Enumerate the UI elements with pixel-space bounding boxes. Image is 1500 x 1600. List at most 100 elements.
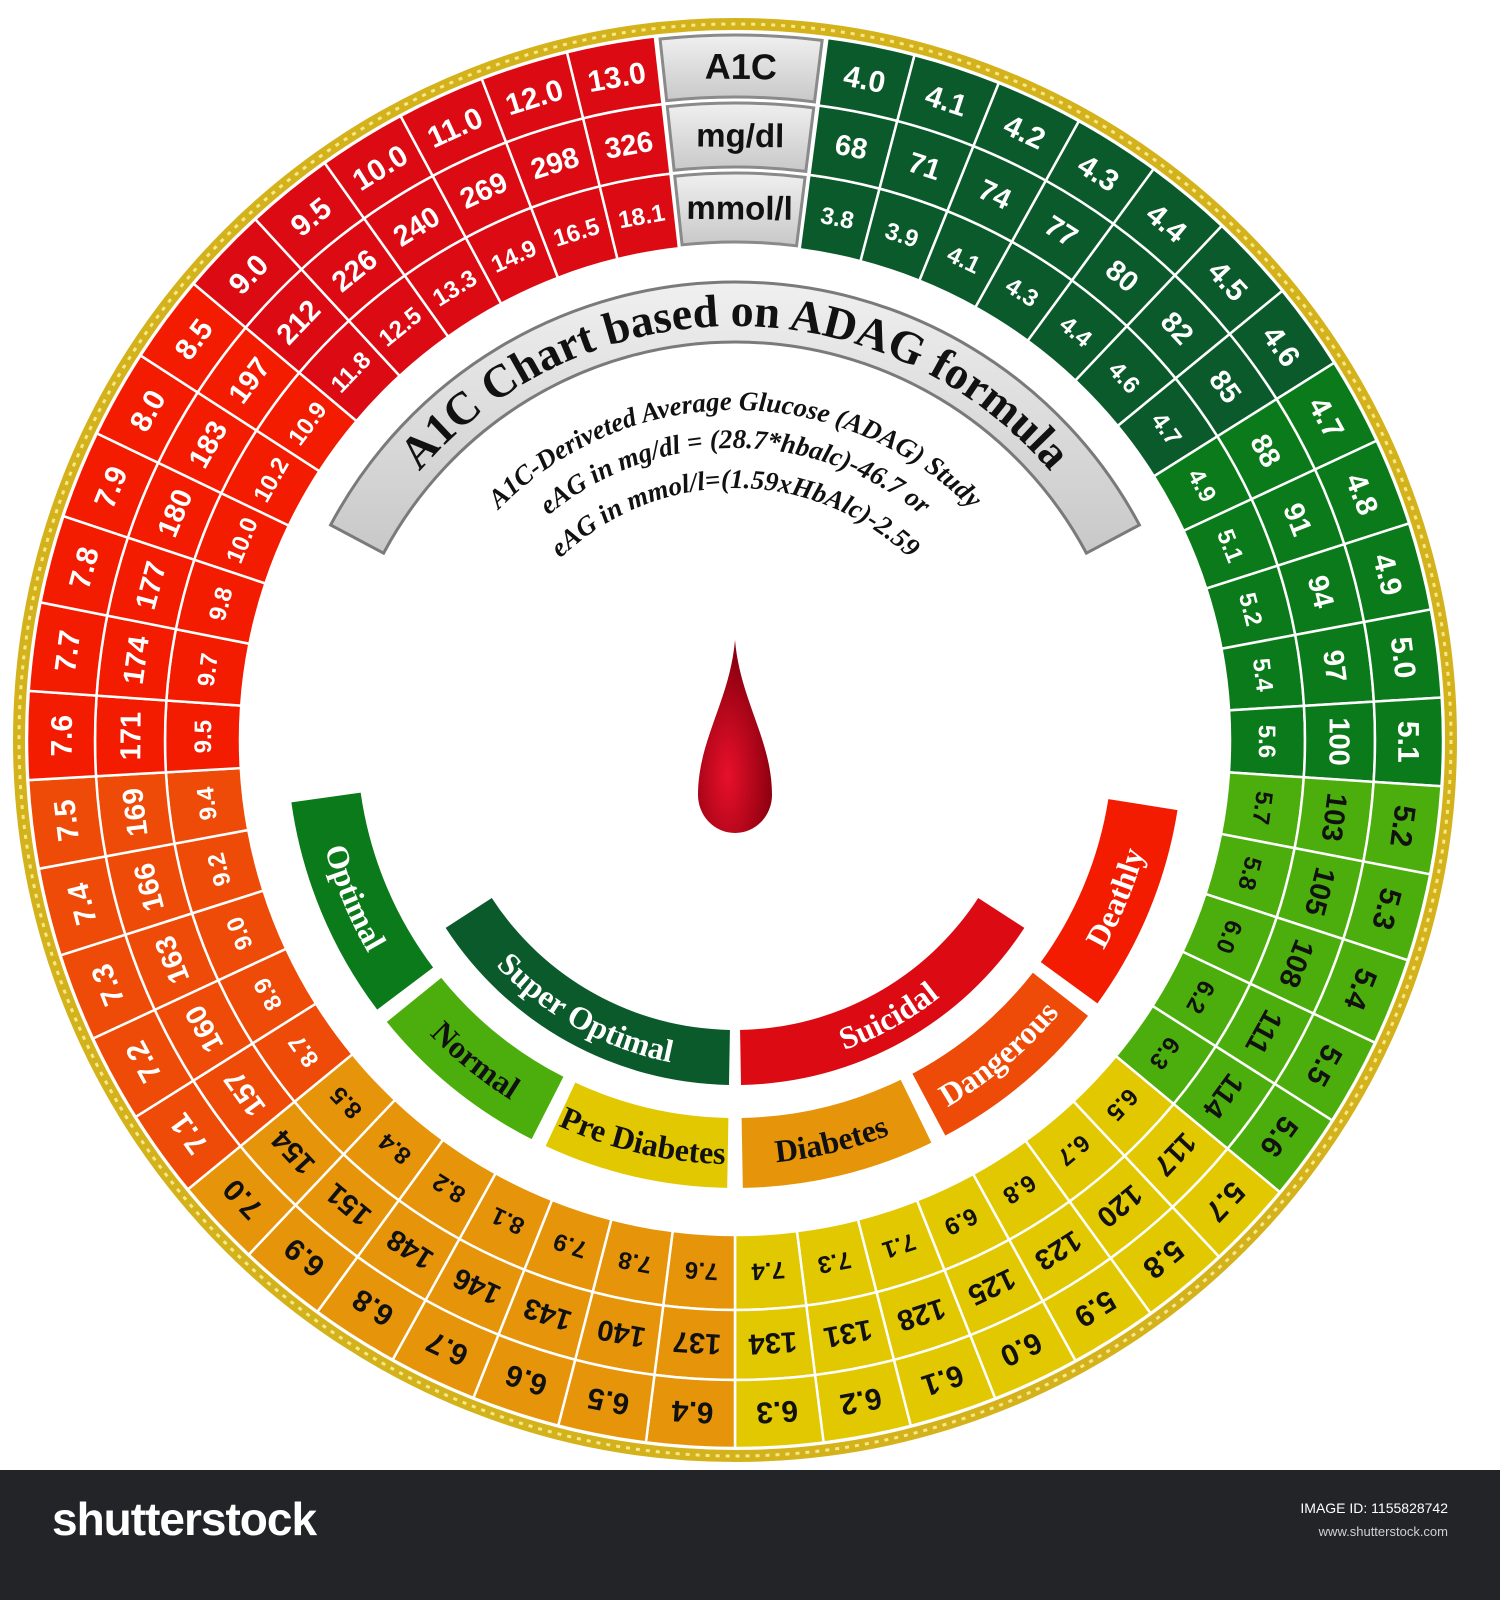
category-band (445, 897, 730, 1085)
value-mmol: 7.6 (684, 1256, 719, 1285)
category-deathly: Deathly (1040, 799, 1178, 1004)
value-mmol: 7.4 (750, 1256, 786, 1285)
header-a1c-box (658, 33, 824, 104)
gold-border-highlight (17, 22, 1453, 1458)
value-a1c: 7.6 (46, 715, 79, 757)
value-a1c: 5.0 (1384, 635, 1422, 680)
header-mmol: mmol/l (686, 189, 793, 227)
value-a1c: 7.5 (48, 798, 86, 843)
cell-column: 5.6 100 5.1 (1227, 696, 1445, 788)
cell-column: 7.4 134 6.3 (733, 1229, 825, 1450)
value-mmol: 5.4 (1247, 657, 1278, 694)
category-optimal: Optimal (291, 792, 434, 1010)
category-diabetes: Diabetes (741, 1079, 932, 1188)
title-area: A1C Chart based on ADAG formulaA1C-Deriv… (327, 280, 1142, 668)
category-suicidal: Suicidal (740, 897, 1025, 1085)
category-band (386, 977, 564, 1140)
value-mgdl: 68 (832, 129, 870, 167)
cell-column: 3.8 68 4.0 (798, 36, 917, 263)
category-band (740, 897, 1025, 1085)
value-mgdl: 97 (1316, 648, 1352, 684)
image-id: IMAGE ID: 1155828742 (1300, 1500, 1448, 1516)
value-a1c: 5.1 (1391, 721, 1424, 763)
category-band (545, 1082, 729, 1188)
a1c-chart-wheel: mmol/lmg/dlA1C3.8684.03.9714.14.1744.24.… (13, 18, 1457, 1462)
header-column: mmol/l mg/dl A1C (658, 33, 824, 248)
value-mmol: 3.8 (818, 202, 856, 235)
title-band (328, 280, 1142, 556)
header-mmol-box (673, 171, 807, 248)
category-band (291, 792, 434, 1010)
value-mgdl: 94 (1301, 572, 1340, 611)
value-a1c: 4.0 (841, 60, 888, 100)
blood-drop-icon (698, 640, 772, 833)
value-mgdl: 137 (672, 1325, 722, 1360)
value-mgdl: 171 (115, 712, 147, 761)
header-mgdl-box (665, 101, 816, 174)
category-band (741, 1079, 932, 1188)
cell-column: 5.7 103 5.2 (1219, 771, 1443, 876)
value-mgdl: 134 (748, 1325, 798, 1360)
chart-title-path (327, 326, 1142, 668)
cell-column: 5.4 97 5.0 (1220, 607, 1444, 712)
cell-column: 9.7 174 7.7 (27, 600, 251, 707)
value-mmol: 5.6 (1253, 725, 1280, 758)
cell-column: 5.191 4.8 (1181, 439, 1411, 591)
value-a1c: 6.2 (837, 1381, 884, 1421)
value-ring: mmol/lmg/dlA1C3.8684.03.9714.14.1744.24.… (13, 18, 1457, 1462)
shutterstock-logo[interactable]: shutterstock (52, 1493, 317, 1545)
value-mgdl: 100 (1322, 717, 1354, 765)
value-mmol: 9.7 (193, 651, 224, 688)
value-a1c: 6.3 (755, 1394, 799, 1430)
value-mmol: 7.3 (815, 1246, 853, 1279)
category-pre-diabetes: Pre Diabetes (545, 1082, 729, 1188)
cell-column: 9.5 171 7.6 (25, 689, 243, 782)
value-mmol: 5.7 (1246, 790, 1277, 827)
value-mmol: 7.8 (616, 1245, 654, 1278)
value-mmol: 9.5 (190, 720, 217, 754)
cell-column: 6.0 108 5.4 (1180, 892, 1410, 1045)
value-mmol: 9.4 (192, 785, 223, 822)
value-mgdl: 174 (118, 634, 156, 686)
site-url[interactable]: www.shutterstock.com (1318, 1524, 1448, 1539)
category-band (1040, 799, 1178, 1004)
value-a1c: 6.4 (670, 1394, 714, 1430)
category-band (912, 972, 1089, 1136)
value-a1c: 7.7 (49, 628, 87, 674)
header-mgdl: mg/dl (696, 117, 784, 155)
footer-bar: shutterstock IMAGE ID: 1155828742 www.sh… (0, 1470, 1500, 1600)
value-a1c: 5.2 (1383, 803, 1421, 849)
value-mgdl: 103 (1315, 791, 1353, 843)
cell-column: 9.4 169 7.5 (26, 766, 250, 871)
cell-a1c (565, 35, 664, 120)
value-mgdl: 169 (117, 786, 155, 838)
